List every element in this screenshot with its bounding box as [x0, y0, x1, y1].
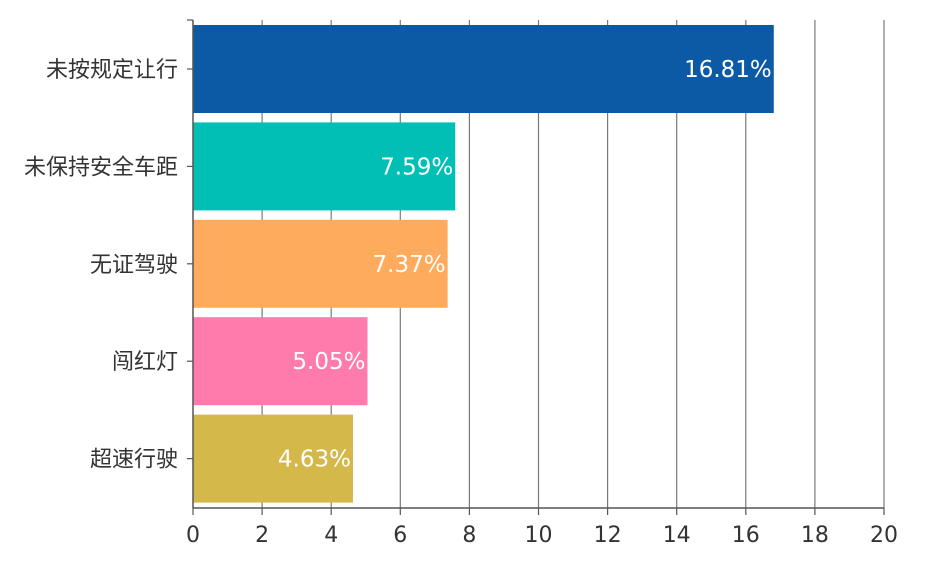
x-tick-label: 20: [870, 523, 898, 548]
category-label: 未按规定让行: [46, 58, 178, 83]
x-tick-label: 14: [663, 523, 691, 548]
x-tick-label: 0: [186, 523, 200, 548]
x-tick-label: 2: [255, 523, 269, 548]
bar: [193, 219, 448, 308]
x-tick-labels: 0 2 4 6 8 10 12 14 16 18 20: [186, 523, 898, 548]
data-label: 4.63%: [278, 447, 351, 473]
x-tick-label: 8: [462, 523, 476, 548]
bar: [193, 317, 368, 406]
axes: [187, 19, 885, 515]
data-label: 16.81%: [684, 57, 772, 83]
category-label: 无证驾驶: [90, 253, 178, 278]
data-label: 5.05%: [292, 349, 365, 375]
bar: [193, 414, 353, 503]
x-tick-label: 18: [801, 523, 829, 548]
x-tick-label: 16: [732, 523, 760, 548]
x-tick-label: 12: [594, 523, 622, 548]
category-label: 闯红灯: [112, 350, 178, 375]
data-label: 7.37%: [373, 252, 446, 278]
category-label: 未保持安全车距: [24, 155, 178, 180]
x-tick-label: 6: [393, 523, 407, 548]
bar: [193, 122, 456, 211]
x-tick-label: 4: [324, 523, 338, 548]
category-label: 超速行驶: [90, 448, 178, 473]
data-labels: 16.81% 7.59% 7.37% 5.05% 4.63%: [278, 57, 772, 473]
bar: [193, 25, 774, 113]
bars: [193, 25, 774, 503]
x-tick-label: 10: [525, 523, 553, 548]
data-label: 7.59%: [380, 154, 453, 180]
